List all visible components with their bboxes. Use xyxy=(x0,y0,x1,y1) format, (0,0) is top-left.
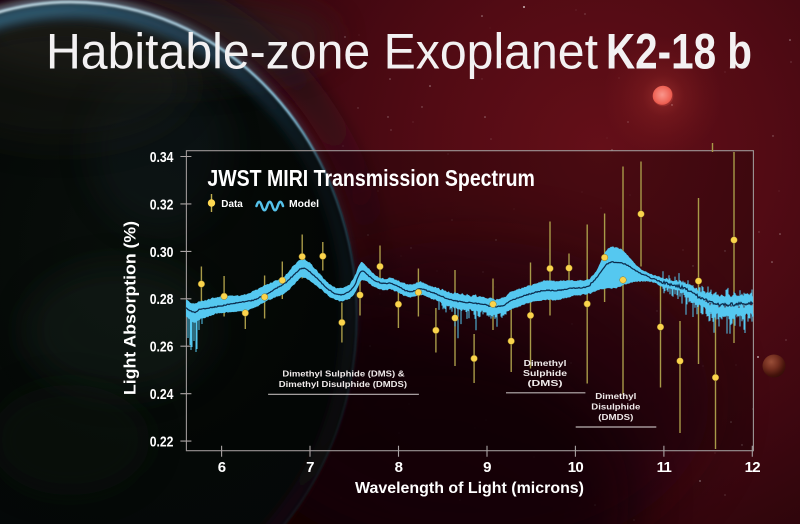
svg-text:0.22: 0.22 xyxy=(150,434,174,451)
svg-text:0.30: 0.30 xyxy=(150,244,174,261)
svg-text:11: 11 xyxy=(657,459,672,476)
svg-text:Dimethyl: Dimethyl xyxy=(595,391,636,401)
svg-text:Dimethyl Disulphide (DMDS): Dimethyl Disulphide (DMDS) xyxy=(279,379,407,389)
svg-text:(DMS): (DMS) xyxy=(528,378,563,388)
svg-text:0.34: 0.34 xyxy=(150,149,174,166)
svg-text:K2-18 b: K2-18 b xyxy=(606,24,752,80)
svg-text:10: 10 xyxy=(568,459,584,476)
svg-text:Wavelength of Light (microns): Wavelength of Light (microns) xyxy=(355,480,584,497)
svg-text:Habitable-zone Exoplanet: Habitable-zone Exoplanet xyxy=(46,24,598,80)
svg-text:7: 7 xyxy=(306,459,314,476)
svg-text:8: 8 xyxy=(395,459,403,476)
svg-text:Dimethyl Sulphide (DMS) &: Dimethyl Sulphide (DMS) & xyxy=(282,368,404,378)
svg-text:Model: Model xyxy=(289,198,319,210)
svg-text:Dimethyl: Dimethyl xyxy=(524,358,567,368)
svg-text:0.24: 0.24 xyxy=(150,386,174,403)
svg-text:Sulphide: Sulphide xyxy=(523,368,567,378)
svg-text:0.32: 0.32 xyxy=(150,196,174,213)
svg-text:Light Absorption (%): Light Absorption (%) xyxy=(122,221,140,395)
svg-text:9: 9 xyxy=(483,459,491,476)
svg-text:JWST MIRI Transmission Spectru: JWST MIRI Transmission Spectrum xyxy=(207,165,535,191)
svg-text:0.28: 0.28 xyxy=(150,291,174,308)
svg-text:12: 12 xyxy=(745,459,761,476)
svg-text:6: 6 xyxy=(218,459,226,476)
svg-text:Disulphide: Disulphide xyxy=(591,401,640,411)
svg-text:Data: Data xyxy=(221,198,243,210)
svg-text:0.26: 0.26 xyxy=(150,339,174,356)
svg-text:(DMDS): (DMDS) xyxy=(598,412,633,422)
